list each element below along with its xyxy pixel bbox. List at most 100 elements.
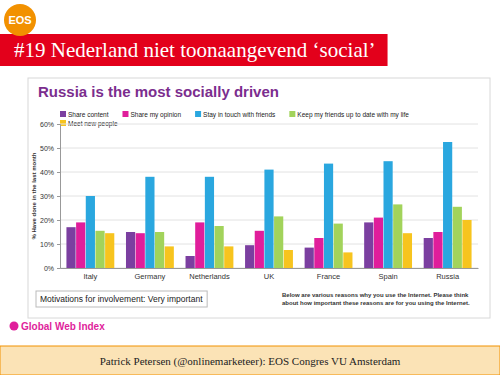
legend-label: Share my opinion	[130, 111, 181, 119]
source-logo: Global Web Index	[21, 321, 105, 332]
x-tick: Russia	[436, 272, 460, 281]
x-tick-label: Netherlands	[189, 272, 230, 281]
y-axis-line	[57, 125, 61, 269]
y-axis: 0% 10% 20% 30% 40% 50% 60%	[40, 121, 61, 272]
bar	[383, 161, 392, 268]
bars	[66, 142, 471, 268]
slide: #19 Nederland niet toonaangevend ‘social…	[0, 0, 500, 375]
y-tick: 30%	[40, 193, 60, 200]
bar	[274, 216, 283, 268]
legend-label: Keep my friends up to date with my life	[297, 111, 409, 119]
y-tick: 60%	[40, 121, 60, 128]
y-tick-mark	[57, 244, 60, 245]
legend-swatch	[195, 111, 201, 117]
y-tick-mark	[57, 148, 60, 149]
legend-entry: Share my opinion	[122, 111, 181, 119]
source-logo-mark	[10, 322, 19, 331]
y-tick: 50%	[40, 145, 60, 152]
bar	[165, 246, 174, 268]
chart-title: Russia is the most socially driven	[38, 83, 279, 100]
y-tick-mark	[57, 124, 60, 125]
bar	[145, 177, 154, 268]
bar	[462, 220, 471, 268]
x-tick: Italy	[83, 272, 97, 281]
bar	[205, 177, 214, 268]
x-tick: France	[317, 272, 340, 281]
chart-frame	[28, 78, 490, 318]
legend-label: Share content	[68, 111, 109, 118]
legend-entry: Keep my friends up to date with my life	[289, 111, 409, 119]
footer-bar	[0, 346, 500, 375]
y-tick: 20%	[40, 217, 60, 224]
background	[0, 0, 500, 375]
x-tick-label: Spain	[378, 272, 397, 281]
legend: Share content Share my opinion Stay in tou…	[60, 111, 409, 128]
y-tick-mark	[57, 220, 60, 221]
x-tick-label: France	[317, 272, 340, 281]
x-axis-line	[61, 268, 479, 269]
x-tick: UK	[264, 272, 274, 281]
y-tick-label: 0%	[44, 265, 54, 272]
legend-entry: Stay in touch with friends	[195, 111, 276, 119]
legend-swatch	[289, 111, 295, 117]
bar	[126, 232, 135, 268]
annotation: Below are various reasons why you use th…	[282, 292, 470, 306]
bar	[186, 256, 195, 268]
bar	[364, 222, 373, 268]
y-tick-label: 50%	[40, 145, 54, 152]
grid-line	[60, 124, 478, 125]
bar	[324, 164, 333, 268]
y-tick-mark	[57, 172, 60, 173]
y-tick-label: 20%	[40, 217, 54, 224]
logo-text: EOS	[8, 14, 31, 26]
y-tick-mark	[57, 196, 60, 197]
x-axis: Italy Germany Netherlands UK France Spain Russ…	[61, 269, 479, 282]
logo-badge	[4, 4, 36, 36]
bar	[264, 170, 273, 268]
slide-heading: #19 Nederland niet toonaangevend ‘social…	[14, 38, 376, 62]
y-tick-label: 10%	[40, 241, 54, 248]
y-tick-label: 40%	[40, 169, 54, 176]
x-tick-label: Germany	[134, 272, 165, 281]
x-tick-label: Russia	[436, 272, 460, 281]
legend-entry: Share content	[60, 111, 109, 118]
bar	[86, 196, 95, 268]
y-tick-mark	[57, 268, 60, 269]
legend-label: Stay in touch with friends	[203, 111, 276, 119]
x-tick-label: UK	[264, 272, 274, 281]
annotation-box	[36, 291, 207, 307]
y-tick: 10%	[40, 241, 60, 248]
bar	[195, 222, 204, 268]
bar	[95, 231, 104, 268]
bar	[403, 233, 412, 268]
bar	[453, 207, 462, 268]
legend-swatch	[122, 111, 128, 117]
x-tick-label: Italy	[83, 272, 97, 281]
bar	[76, 222, 85, 268]
y-axis-title: % Have done in the last month	[31, 152, 37, 239]
bar	[255, 231, 264, 268]
y-tick-label: 60%	[40, 121, 54, 128]
bar	[245, 245, 254, 268]
bar	[305, 248, 314, 268]
bar	[443, 142, 452, 268]
y-tick: 40%	[40, 169, 60, 176]
bar	[224, 246, 233, 268]
bar	[136, 233, 145, 268]
x-tick: Spain	[378, 272, 397, 281]
x-tick: Netherlands	[189, 272, 230, 281]
y-tick: 0%	[44, 265, 60, 272]
bar	[66, 227, 75, 268]
legend-swatch	[60, 111, 66, 117]
bar	[334, 224, 343, 268]
bar	[284, 250, 293, 268]
grid-line	[60, 148, 478, 149]
bar	[424, 238, 433, 268]
bar	[343, 252, 352, 268]
annotation: Motivations for involvement: Very import…	[40, 294, 203, 304]
grid	[60, 124, 478, 268]
bar	[155, 232, 164, 268]
bar	[314, 238, 323, 268]
bar	[374, 218, 383, 268]
heading-banner	[0, 34, 388, 66]
